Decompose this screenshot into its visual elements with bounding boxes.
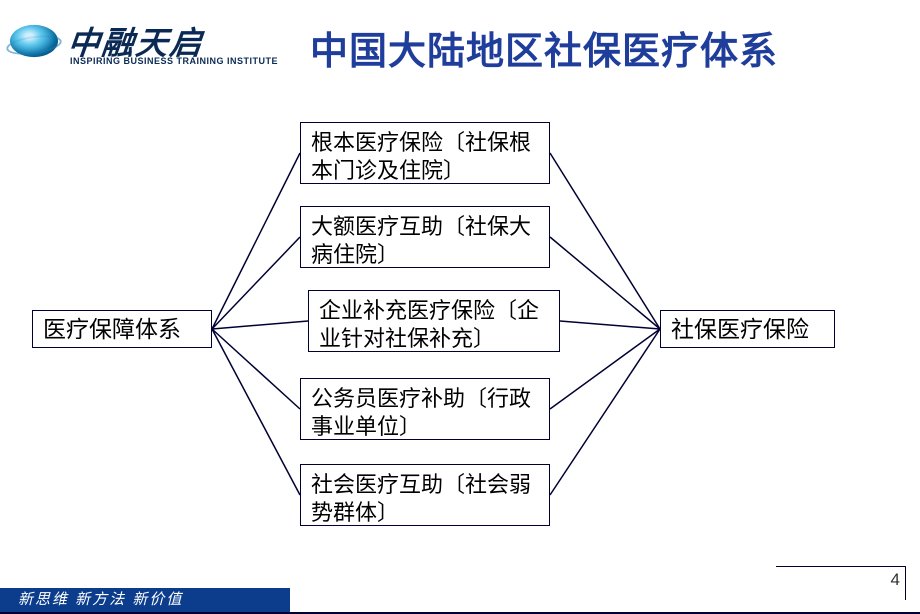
diagram-root-node: 医疗保障体系 [32, 310, 212, 348]
page-number-border-right [905, 566, 906, 600]
page-number-box: 4 [776, 566, 906, 600]
slide-title: 中国大陆地区社保医疗体系 [310, 20, 778, 75]
page-number: 4 [891, 570, 900, 590]
diagram-mid-node: 社会医疗互助〔社会弱势群体〕 [300, 464, 550, 526]
page-number-border-top [776, 566, 906, 567]
brand-name-en: INSPIRING BUSINESS TRAINING INSTITUTE [70, 56, 278, 66]
diagram-mid-node: 企业补充医疗保险〔企业针对社保补充〕 [308, 290, 560, 352]
slide-page: 中融天启 INSPIRING BUSINESS TRAINING INSTITU… [0, 0, 920, 614]
diagram-mid-node: 公务员医疗补助〔行政事业单位〕 [300, 378, 550, 440]
footer-tagline-bar: 新思维 新方法 新价值 [0, 588, 290, 612]
diagram-area: 医疗保障体系 根本医疗保险〔社保根本门诊及住院〕 大额医疗互助〔社保大病住院〕 … [0, 100, 920, 570]
diagram-right-node: 社保医疗保险 [660, 310, 835, 348]
header: 中融天启 INSPIRING BUSINESS TRAINING INSTITU… [0, 8, 920, 78]
diagram-mid-node: 根本医疗保险〔社保根本门诊及住院〕 [300, 122, 550, 184]
diagram-mid-node: 大额医疗互助〔社保大病住院〕 [300, 206, 550, 268]
